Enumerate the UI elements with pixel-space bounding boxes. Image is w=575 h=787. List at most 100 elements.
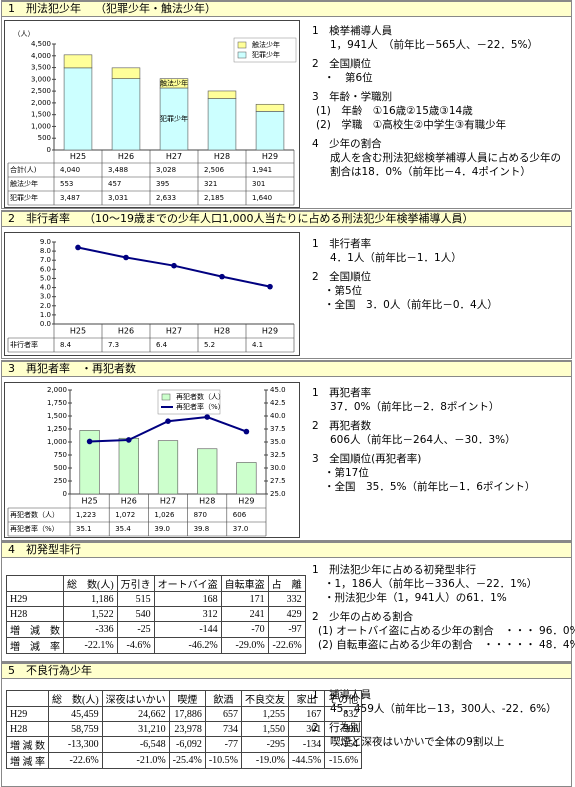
table-cell: -10.5% [204, 752, 243, 769]
section-title: 2 非行者率 [8, 212, 70, 225]
table-cell: 321 [204, 180, 217, 188]
table-cell: 1,522 [63, 606, 118, 622]
table-cell: 515 [116, 591, 155, 607]
y-tick-label: 4,000 [31, 52, 51, 60]
table-header-cell: 占 離 [267, 575, 306, 592]
note-line: 1 非行者率 [312, 238, 372, 250]
y-tick-label: 37.5 [270, 425, 286, 433]
table-cell: -144 [153, 621, 222, 638]
table-cell: -154 [324, 736, 363, 753]
section-frame [1, 541, 572, 662]
table-row-label: 増 減 率 [6, 637, 64, 654]
y-tick-label: 1,000 [31, 122, 51, 130]
bar [157, 440, 179, 495]
table-cell: 1,223 [76, 511, 96, 519]
x-tick-label: H25 [70, 327, 86, 336]
table-cell: -77 [204, 736, 243, 753]
table-cell: 3,031 [108, 194, 128, 202]
legend-label: 再犯者率（%） [176, 402, 225, 411]
bar [197, 448, 218, 495]
y-tick-label: 2,500 [31, 87, 51, 95]
y-tick-label: 0 [47, 146, 51, 154]
annotation: 触法少年 [160, 78, 188, 87]
table-cell: 24,662 [101, 706, 170, 722]
x-tick-label: H29 [262, 152, 278, 161]
table-row-label: 合計(人) [10, 165, 37, 174]
note-line: 2 再犯者数 [312, 420, 372, 432]
table-header-cell: オートバイ盗 [153, 575, 222, 592]
table-header-cell: 自転車盗 [220, 575, 269, 592]
table-cell: 35.4 [115, 525, 131, 533]
table-cell: 39.8 [194, 525, 210, 533]
bar [111, 78, 141, 151]
x-tick-label: H25 [81, 497, 97, 506]
section-title: 5 不良行為少年 [8, 664, 92, 677]
table-cell: 832 [324, 706, 363, 722]
table-cell: -46.2% [153, 637, 222, 654]
point [204, 414, 210, 420]
note-line: 2 全国順位 [312, 271, 372, 283]
table-header-cell: 万引き [116, 575, 155, 592]
table-cell: 429 [267, 606, 306, 622]
section-subtitle: （犯罪少年・触法少年） [95, 2, 216, 15]
table-row: H28 58,759 31,210 23,978 734 1,550 301 986 [6, 721, 363, 737]
note-line: 3 年齢・学職別 [312, 91, 393, 103]
table-row: H29 1,186 515 168 171 332 [6, 591, 306, 607]
y-tick-label: 1,000 [47, 438, 67, 446]
table-cell: 4,040 [60, 166, 80, 174]
point [165, 418, 171, 424]
y-tick-label: 5.0 [40, 274, 51, 282]
chart: 0 250 500 750 1,000 1,250 1,500 1,750 2,000 25.0 2… [4, 382, 300, 538]
y-tick-label: 9.0 [40, 238, 51, 246]
table-cell: 1,186 [63, 591, 118, 607]
table-cell: 37.0 [233, 525, 249, 533]
note-line: 606人（前年比－264人、－30．3%） [330, 434, 516, 446]
note-line: (2) 学職 ①高校生②中学生③有職少年 [316, 119, 507, 131]
table-cell: -22.6% [267, 637, 306, 654]
bar [63, 54, 93, 69]
table-cell: 540 [116, 606, 155, 622]
section-header: 4 初発型非行 [1, 542, 572, 558]
y-tick-label: 32.5 [270, 451, 286, 459]
table-row-label: 触法少年 [10, 179, 38, 188]
annotation: 犯罪少年 [160, 114, 188, 123]
x-tick-label: H26 [121, 497, 137, 506]
legend-box [157, 389, 221, 415]
chart: 0 500 1,000 1,500 2,000 2,500 3,000 3,500 4,000 4… [4, 20, 300, 208]
table-cell: 5.2 [204, 341, 215, 349]
table-cell: 58,759 [48, 721, 103, 737]
table-cell: 241 [220, 606, 269, 622]
x-tick-label: H29 [262, 327, 278, 336]
point [219, 273, 225, 280]
table-header-cell: 喫煙 [168, 690, 206, 707]
table-cell: 553 [60, 180, 73, 188]
bar [236, 462, 257, 495]
table-cell: 312 [153, 606, 222, 622]
table-cell: -134 [288, 736, 326, 753]
table-cell: -15.6% [324, 752, 363, 769]
table-cell: -19.0% [241, 752, 290, 769]
note-line: ・ 第6位 [324, 72, 373, 84]
table-cell: 39.0 [154, 525, 170, 533]
table-row-label: 非行者率 [10, 340, 38, 349]
table-row-label: H29 [6, 706, 49, 722]
table-row-label: 犯罪少年 [10, 193, 38, 202]
legend-label: 犯罪少年 [252, 50, 280, 59]
x-tick-label: H27 [166, 327, 182, 336]
note-line: 4．1人（前年比－1．1人） [330, 252, 462, 264]
table-cell: -6,092 [168, 736, 206, 753]
y-tick-label: 0 [63, 490, 67, 498]
bar [111, 67, 141, 79]
table-cell: -21.0% [101, 752, 170, 769]
table-cell: -44.5% [288, 752, 326, 769]
table-header-cell: 深夜はいかい [101, 690, 170, 707]
point [75, 244, 81, 251]
chart-frame [4, 232, 300, 356]
table-header-cell: 家出 [288, 690, 326, 707]
y-tick-label: 45.0 [270, 386, 286, 394]
y-tick-label: 42.5 [270, 399, 286, 407]
y-tick-label: 2,000 [47, 386, 67, 394]
table-row: 増 減 数 -336 -25 -144 -70 -97 [6, 621, 306, 638]
x-tick-label: H27 [160, 497, 176, 506]
bar [118, 437, 139, 495]
